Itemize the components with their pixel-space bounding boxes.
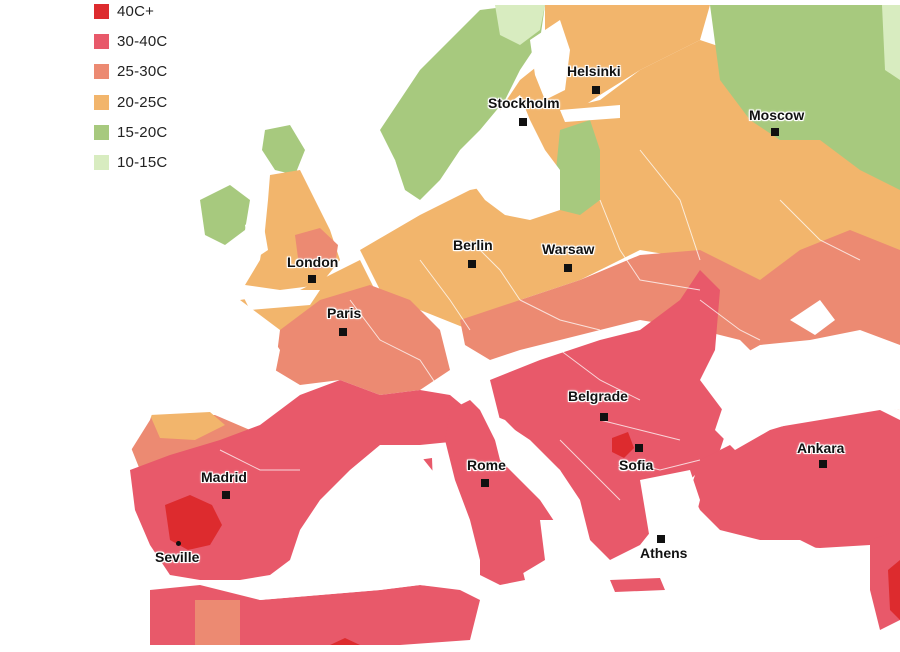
zone-40-spain <box>165 495 222 550</box>
mediterranean-sea <box>240 450 480 600</box>
zone-15-20-norway <box>380 5 545 200</box>
legend-label: 15-20C <box>117 124 168 142</box>
zone-10-15-right <box>882 5 900 80</box>
city-label-paris: Paris <box>327 305 362 321</box>
zone-25-30-france <box>275 285 450 395</box>
country-borders <box>219 149 861 501</box>
city-marker-ankara <box>819 460 827 468</box>
legend-item: 15-20C <box>94 124 167 142</box>
legend-item: 40C+ <box>94 2 167 20</box>
legend-item: 25-30C <box>94 63 167 81</box>
city-label-athens: Athens <box>640 545 688 561</box>
azov-sea <box>790 300 835 335</box>
zone-15-20-russia <box>710 5 900 190</box>
gulf-of-finland <box>560 105 620 122</box>
legend-swatch <box>94 155 109 171</box>
zone-30-40-crete <box>610 578 665 592</box>
city-label-stockholm: Stockholm <box>488 95 560 111</box>
legend-item: 10-15C <box>94 154 167 172</box>
city-marker-stockholm <box>519 118 527 126</box>
city-marker-warsaw <box>564 264 572 272</box>
legend-label: 10-15C <box>117 154 168 172</box>
north-sea <box>310 130 405 240</box>
city-label-warsaw: Warsaw <box>542 241 595 257</box>
english-channel <box>240 290 320 310</box>
city-marker-sofia <box>635 444 643 452</box>
legend-swatch <box>94 3 109 19</box>
black-sea <box>715 330 900 450</box>
city-label-seville: Seville <box>155 549 200 565</box>
legend-swatch <box>94 33 109 49</box>
city-label-ankara: Ankara <box>797 440 845 456</box>
zone-15-20-ireland <box>200 185 250 245</box>
bay-of-biscay <box>170 320 280 410</box>
city-marker-berlin <box>468 260 476 268</box>
zone-30-40-sicily <box>480 560 525 585</box>
legend-label: 25-30C <box>117 63 168 81</box>
legend-item: 20-25C <box>94 93 167 111</box>
city-marker-moscow <box>771 128 779 136</box>
city-label-sofia: Sofia <box>619 457 654 473</box>
city-marker-madrid <box>222 491 230 499</box>
zone-20-25-iberia-nw <box>150 412 225 440</box>
city-marker-belgrade <box>600 413 608 421</box>
city-marker-helsinki <box>592 86 600 94</box>
aegean-sea <box>640 470 700 560</box>
city-label-berlin: Berlin <box>453 237 493 253</box>
zone-40-africa <box>330 638 360 645</box>
legend-swatch <box>94 94 109 110</box>
zone-30-40-italy <box>445 400 560 575</box>
legend-swatch <box>94 125 109 141</box>
zone-25-30-africa-west <box>195 600 240 645</box>
zone-25-30-london <box>295 228 338 270</box>
ionian-sea <box>530 520 600 600</box>
irish-sea <box>245 215 268 262</box>
east-med <box>700 545 870 600</box>
zone-15-20-scotland <box>262 125 305 175</box>
gulf-of-bothnia <box>530 20 570 100</box>
adriatic-sea <box>480 410 575 510</box>
zone-40-east <box>888 560 900 620</box>
city-marker-athens <box>657 535 665 543</box>
baltic-sea <box>470 95 560 220</box>
city-marker-seville <box>176 541 181 546</box>
city-marker-rome <box>481 479 489 487</box>
city-label-helsinki: Helsinki <box>567 63 621 79</box>
atlantic <box>0 0 240 652</box>
city-label-rome: Rome <box>467 457 506 473</box>
zone-10-15-top <box>495 5 545 45</box>
city-label-moscow: Moscow <box>749 107 805 123</box>
city-label-madrid: Madrid <box>201 469 247 485</box>
city-marker-london <box>308 275 316 283</box>
city-label-london: London <box>287 254 339 270</box>
zone-40-bulgaria <box>612 432 634 458</box>
city-marker-paris <box>339 328 347 336</box>
legend-label: 20-25C <box>117 93 168 111</box>
legend: 40C+ 30-40C 25-30C 20-25C 15-20C 10-15C <box>94 2 167 184</box>
city-label-belgrade: Belgrade <box>568 388 628 404</box>
zone-30-40-turkey <box>690 410 900 570</box>
zone-15-20-finland <box>555 120 600 215</box>
legend-label: 40C+ <box>117 2 155 20</box>
legend-swatch <box>94 64 109 80</box>
legend-label: 30-40C <box>117 32 168 50</box>
legend-item: 30-40C <box>94 32 167 50</box>
